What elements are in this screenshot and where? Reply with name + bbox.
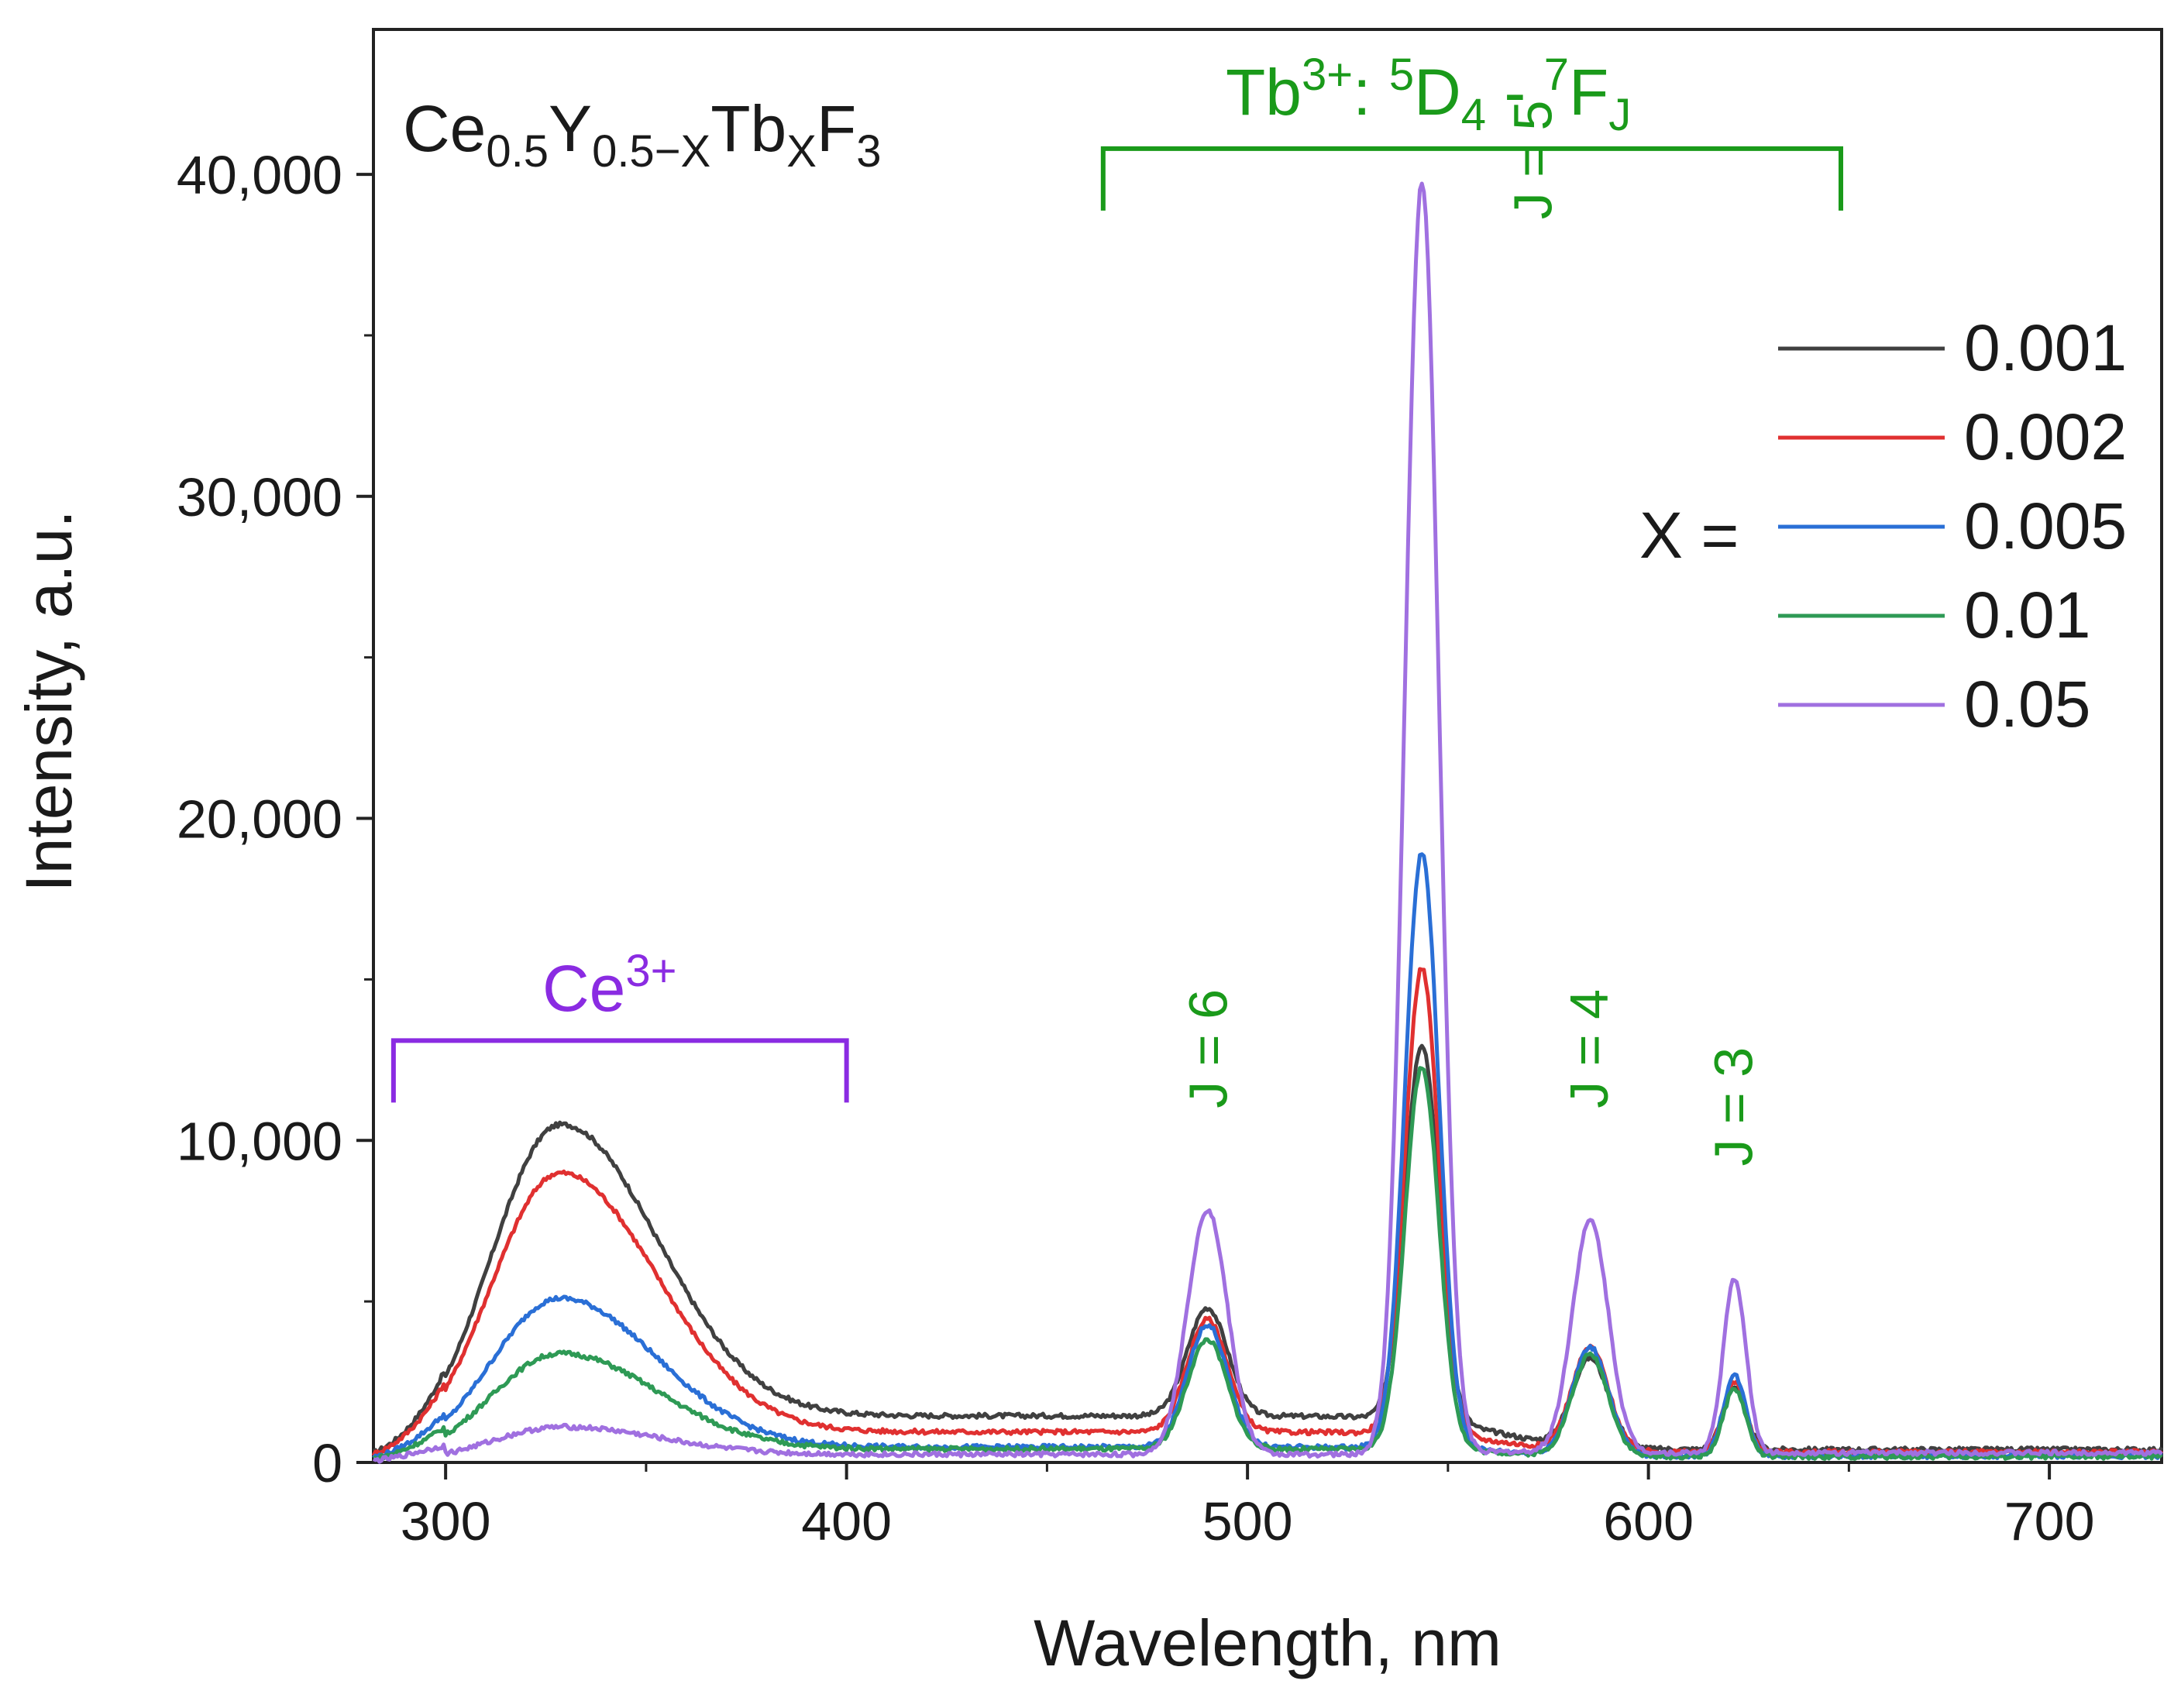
- peak-annotation-4: J = 3: [1703, 1047, 1763, 1167]
- series-group: [371, 181, 2164, 1464]
- formula-ce: Ce: [403, 92, 486, 165]
- legend-label-0.001: 0.001: [1964, 311, 2127, 384]
- brackets: [390, 146, 1844, 1103]
- annotations: J = 6 J = 5 J = 4 J = 3: [1178, 101, 1763, 1167]
- compound-formula: Ce0.5Y0.5−XTbXF3: [403, 92, 882, 177]
- x-tick-label-600: 600: [1603, 1491, 1694, 1552]
- formula-sub-2: 0.5−X: [592, 126, 710, 177]
- plot-frame: [372, 28, 2163, 1464]
- x-tick-label-400: 400: [801, 1491, 892, 1552]
- y-tick-label-0: 0: [312, 1433, 342, 1493]
- axis-tick-labels: 300 400 500 600 700 0 10,000 20,000 30,000 40,000: [177, 145, 2095, 1552]
- y-tick-label-30000: 30,000: [177, 467, 342, 528]
- tb-main: Tb: [1226, 56, 1302, 129]
- series-line-0.01: [373, 1066, 2163, 1462]
- x-tick-label-300: 300: [401, 1491, 491, 1552]
- y-tick-label-20000: 20,000: [177, 789, 342, 850]
- formula-y: Y: [549, 92, 592, 165]
- tb-f: F: [1569, 56, 1608, 129]
- legend-label-0.01: 0.01: [1964, 579, 2091, 651]
- x-axis-label: Wavelength, nm: [1034, 1607, 1502, 1679]
- peak-annotation-3: J = 4: [1559, 989, 1619, 1108]
- series-line-0.005: [372, 852, 2163, 1461]
- formula-sub-1: 0.5: [486, 126, 549, 177]
- legend-prefix: X =: [1639, 499, 1739, 572]
- formula-sub-4: 3: [856, 126, 881, 177]
- peak-annotation-2: J = 5: [1503, 101, 1564, 220]
- tb-sup-charge: 3+: [1302, 50, 1353, 100]
- y-tick-label-40000: 40,000: [177, 145, 342, 205]
- tb-sup-7: 7: [1544, 50, 1569, 100]
- ce-main: Ce: [542, 952, 625, 1025]
- peak-annotation-1: J = 6: [1178, 989, 1238, 1108]
- x-tick-label-700: 700: [2004, 1491, 2095, 1552]
- tb-sub-j: J: [1608, 90, 1631, 140]
- tb-sub-4: 4: [1461, 90, 1486, 140]
- formula-sub-3: X: [786, 126, 817, 177]
- ce3-label: Ce3+: [542, 946, 677, 1025]
- y-axis-label: Intensity, a.u.: [12, 510, 85, 892]
- tb3-bracket: [1100, 146, 1844, 211]
- ce3-bracket: [390, 1038, 849, 1103]
- x-tick-label-500: 500: [1202, 1491, 1293, 1552]
- axis-ticks: [356, 173, 2052, 1479]
- tb-dash: -: [1486, 56, 1544, 129]
- legend: 0.001 0.002 0.005 0.01 0.05: [1778, 311, 2127, 741]
- legend-label-0.05: 0.05: [1964, 668, 2091, 741]
- tb-colon: :: [1353, 56, 1389, 129]
- tb-sup-5: 5: [1389, 50, 1414, 100]
- ce-sup-charge: 3+: [625, 946, 676, 996]
- tb3-label: Tb3+: 5D4 - 7FJ: [1226, 50, 1631, 140]
- formula-f: F: [817, 92, 856, 165]
- legend-label-0.002: 0.002: [1964, 400, 2127, 473]
- legend-label-0.005: 0.005: [1964, 490, 2127, 562]
- formula-tb: Tb: [710, 92, 786, 165]
- series-line-0.05: [372, 181, 2163, 1464]
- tb-d: D: [1414, 56, 1461, 129]
- y-tick-label-10000: 10,000: [177, 1111, 342, 1171]
